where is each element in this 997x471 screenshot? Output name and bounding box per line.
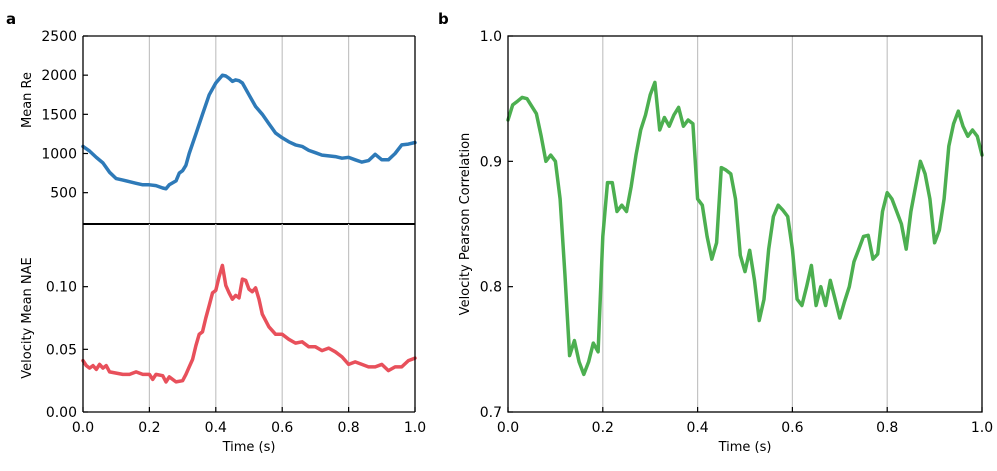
axes-frame-a-bottom	[82, 224, 416, 413]
y-tick-label-a-top-3: 2000	[41, 68, 77, 84]
x-tick-label-a-bottom-4: 0.8	[337, 420, 359, 436]
y-tick-label-a-top-4: 2500	[41, 29, 77, 45]
panel-label-a: a	[6, 10, 16, 28]
y-tick-label-b-3: 1.0	[480, 29, 502, 45]
axes-frame-b	[507, 35, 983, 413]
y-tick-label-a-top-2: 1500	[41, 107, 77, 123]
x-tick-label-a-bottom-0: 0.0	[72, 420, 94, 436]
x-tick-label-a-bottom-2: 0.4	[205, 420, 227, 436]
x-tick-label-a-bottom-1: 0.2	[138, 420, 160, 436]
panel-label-b: b	[438, 10, 449, 28]
chart-panel-a-top: 500 1000 1500 2000 2500 Mean Re	[20, 29, 417, 225]
series-line-b-0	[506, 80, 984, 377]
x-tick-label-b-5: 1.0	[971, 420, 993, 436]
y-tick-label-b-0: 0.7	[480, 405, 502, 421]
x-tick-label-b-4: 0.8	[876, 420, 898, 436]
y-axis-label-a-top: Mean Re	[20, 72, 35, 128]
x-tick-label-a-bottom-5: 1.0	[404, 420, 426, 436]
x-tick-label-b-0: 0.0	[497, 420, 519, 436]
series-line-a-bottom-0	[81, 263, 417, 384]
y-tick-label-b-2: 0.9	[480, 154, 502, 170]
y-axis-label-a-bottom: Velocity Mean NAE	[20, 257, 35, 379]
y-tick-label-a-bottom-0: 0.00	[46, 405, 77, 421]
y-tick-label-a-bottom-2: 0.10	[46, 280, 77, 296]
y-tick-label-a-bottom-1: 0.05	[46, 342, 77, 358]
x-tick-label-b-3: 0.6	[781, 420, 803, 436]
x-tick-label-b-1: 0.2	[592, 420, 614, 436]
x-axis-label-b: Time (s)	[718, 440, 772, 455]
axes-frame-a-top	[82, 35, 416, 225]
y-tick-label-b-1: 0.8	[480, 280, 502, 296]
x-tick-label-b-2: 0.4	[686, 420, 708, 436]
y-tick-label-a-top-1: 1000	[41, 147, 77, 163]
x-tick-label-a-bottom-3: 0.6	[271, 420, 293, 436]
series-line-a-top-0	[81, 73, 417, 191]
y-tick-label-a-top-0: 500	[50, 186, 77, 202]
y-axis-label-b: Velocity Pearson Correlation	[458, 133, 473, 316]
x-axis-label-a-bottom: Time (s)	[222, 440, 276, 455]
chart-panel-b: 0.7 0.8 0.9 1.0 0.0 0.2 0.4 0.6 0.8 1.0 Time (s) Ve…	[458, 29, 993, 455]
chart-panel-a-bottom: 0.00 0.05 0.10 0.0 0.2 0.4 0.6 0.8 1.0 Time (s) Ve…	[20, 224, 426, 455]
